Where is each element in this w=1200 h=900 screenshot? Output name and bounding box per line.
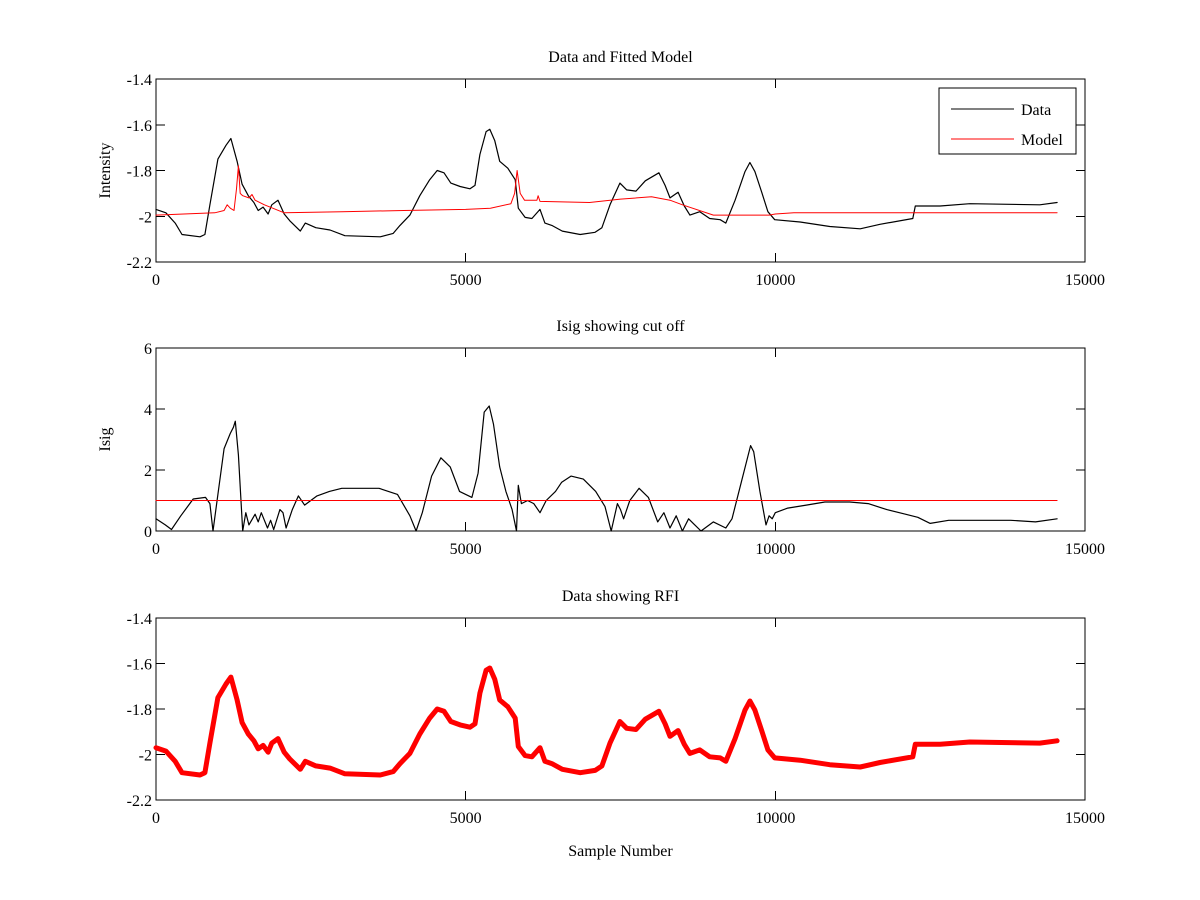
x-tick-label: 10000 — [755, 541, 795, 558]
subplot-2: 0 5000 10000 15000 0 2 4 6 Isig showing cut off I… — [97, 318, 1105, 558]
y-tick-label: -1.8 — [127, 164, 152, 181]
y-tick-label: -2.2 — [127, 255, 152, 272]
y-tick-label: -1.4 — [127, 72, 152, 89]
x-tick-label: 15000 — [1065, 541, 1105, 558]
legend: Data Model — [938, 87, 1077, 155]
y-tick-label: -2.2 — [127, 793, 152, 810]
x-tick-label: 5000 — [450, 272, 482, 289]
x-tick-label: 5000 — [450, 810, 482, 827]
y-tick-label: -2 — [139, 209, 152, 226]
y-tick-label: -1.4 — [127, 611, 152, 628]
x-tick-label: 5000 — [450, 541, 482, 558]
y-tick-label: -2 — [139, 748, 152, 765]
y-tick-label: 0 — [144, 524, 152, 541]
x-axis-label: Sample Number — [568, 843, 673, 860]
axes-frame — [155, 347, 1086, 532]
legend-label-data: Data — [1021, 102, 1051, 119]
legend-label-model: Model — [1021, 132, 1063, 149]
y-tick-label: -1.8 — [127, 702, 152, 719]
y-tick-label: 6 — [144, 341, 152, 358]
series-group — [155, 405, 1058, 532]
y-axis-label: Intensity — [97, 143, 114, 199]
series-line-isig — [155, 405, 1058, 532]
x-tick-label: 10000 — [755, 810, 795, 827]
chart-title: Data showing RFI — [562, 588, 679, 605]
x-tick-label: 15000 — [1065, 272, 1105, 289]
series-line-data-rfi-flagged — [153, 665, 1060, 778]
y-axis-label: Isig — [97, 428, 114, 452]
axes-frame — [155, 617, 1086, 801]
series-group — [153, 665, 1060, 778]
chart-title: Isig showing cut off — [556, 318, 685, 335]
y-tick-label: 2 — [144, 463, 152, 480]
subplot-1: 0 5000 10000 15000 -2.2 -2 -1.8 -1.6 -1.4 Data an… — [97, 49, 1105, 289]
series-line-data — [155, 128, 1058, 238]
legend-box — [938, 87, 1077, 155]
x-tick-label: 15000 — [1065, 810, 1105, 827]
y-tick-label: -1.6 — [127, 118, 152, 135]
subplot-3: 0 5000 10000 15000 -2.2 -2 -1.8 -1.6 -1.4 Data sh… — [127, 588, 1105, 860]
y-tick-label: 4 — [144, 402, 152, 419]
y-tick-label: -1.6 — [127, 657, 152, 674]
chart-title: Data and Fitted Model — [548, 49, 693, 66]
x-tick-label: 0 — [152, 810, 160, 827]
x-tick-label: 10000 — [755, 272, 795, 289]
series-line-model — [155, 165, 1058, 216]
series-group — [155, 128, 1058, 238]
x-tick-label: 0 — [152, 541, 160, 558]
x-tick-label: 0 — [152, 272, 160, 289]
